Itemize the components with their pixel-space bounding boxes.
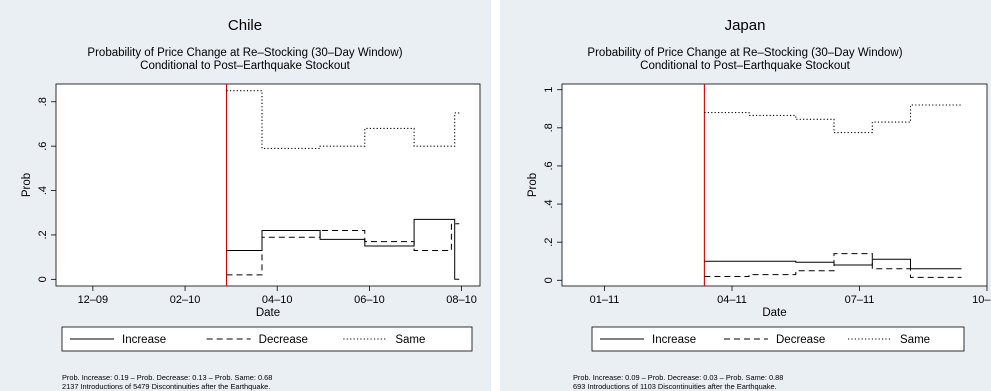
- chile-x-tick-label: 02–10: [170, 294, 201, 306]
- chile-notes: Prob. Increase: 0.19 – Prob. Decrease: 0…: [62, 373, 272, 391]
- japan-x-tick-label: 10–11: [972, 294, 991, 306]
- japan-x-tick-label: 07–11: [845, 294, 875, 306]
- japan-series-decrease: [704, 253, 962, 278]
- chile-legend: [61, 326, 473, 352]
- japan-y-tick-label: 1: [543, 87, 555, 93]
- chile-legend-label-decrease: Decrease: [259, 334, 308, 346]
- chile-legend-label-increase: Increase: [122, 334, 166, 346]
- japan-y-tick-label: .8: [543, 123, 555, 132]
- chile-chart-panel: Chile Probability of Price Change at Re–S…: [0, 0, 491, 391]
- chile-y-axis-label: Prob: [21, 173, 33, 197]
- japan-subtitle-line-2: Conditional to Post–Earthquake Stockout: [640, 60, 850, 72]
- chile-y-tick-label: .6: [37, 142, 49, 151]
- chile-y-tick-label: .4: [37, 186, 49, 195]
- japan-title: Japan: [725, 17, 766, 34]
- japan-legend-label-same: Same: [900, 334, 930, 346]
- chile-y-tick-label: 0: [37, 276, 49, 282]
- japan-y-axis-label: Prob: [527, 173, 539, 197]
- chile-x-axis-label: Date: [256, 307, 280, 319]
- chile-note-introductions: 2137 Introductions of 5479 Discontinuiti…: [62, 382, 271, 391]
- japan-subtitle-line-1: Probability of Price Change at Re–Stocki…: [587, 47, 902, 59]
- japan-note-probabilities: Prob. Increase: 0.09 – Prob. Decrease: 0…: [573, 373, 784, 382]
- chile-subtitle-line-1: Probability of Price Change at Re–Stocki…: [87, 47, 402, 59]
- chile-x-tick-label: 06–10: [354, 294, 385, 306]
- japan-notes: Prob. Increase: 0.09 – Prob. Decrease: 0…: [573, 373, 783, 391]
- japan-chart: Japan Probability of Price Change at Re–S…: [500, 0, 991, 391]
- japan-x-tick-label: 01–11: [590, 294, 620, 306]
- chile-x-tick-label: 04–10: [262, 294, 293, 306]
- japan-chart-panel: Japan Probability of Price Change at Re–S…: [500, 0, 991, 391]
- japan-y-tick-label: 0: [543, 277, 555, 283]
- japan-note-introductions: 693 Introductions of 1103 Discontinuitie…: [573, 382, 777, 391]
- chile-x-tick-label: 12–09: [78, 294, 109, 306]
- japan-y-tick-label: .2: [543, 238, 555, 247]
- chile-subtitle-line-2: Conditional to Post–Earthquake Stockout: [140, 60, 350, 72]
- chile-x-tick-label: 08–10: [446, 294, 477, 306]
- chile-y-tick-label: .2: [37, 230, 49, 239]
- japan-legend-label-increase: Increase: [652, 334, 696, 346]
- chile-series-decrease: [226, 223, 460, 276]
- chile-plot-area: [55, 83, 481, 287]
- chile-chart: Chile Probability of Price Change at Re–S…: [0, 0, 491, 391]
- chile-legend-label-same: Same: [395, 334, 425, 346]
- japan-y-tick-label: .4: [543, 199, 555, 208]
- chile-y-tick-label: .8: [37, 97, 49, 106]
- japan-x-tick-label: 04–11: [717, 294, 747, 306]
- japan-series-same: [704, 104, 962, 134]
- japan-plot-area: [561, 83, 988, 287]
- japan-y-tick-label: .6: [543, 161, 555, 170]
- japan-x-axis-label: Date: [762, 307, 786, 319]
- japan-legend-label-decrease: Decrease: [776, 334, 825, 346]
- chile-note-probabilities: Prob. Increase: 0.19 – Prob. Decrease: 0…: [62, 373, 273, 382]
- chile-series-increase: [226, 218, 460, 280]
- japan-legend: [591, 326, 965, 352]
- chile-title: Chile: [228, 17, 262, 34]
